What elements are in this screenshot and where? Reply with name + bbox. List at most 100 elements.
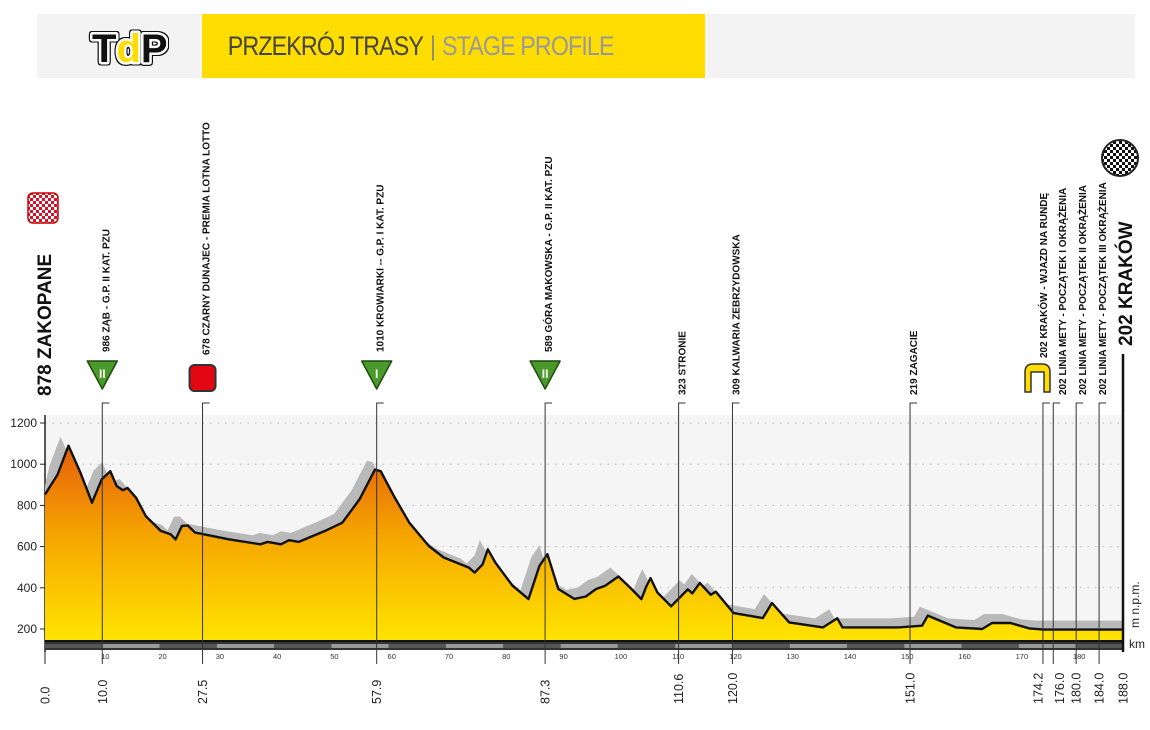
x-tick-label: 40 <box>273 652 281 661</box>
x-tick-label: 90 <box>559 652 567 661</box>
waypoint-line <box>731 402 740 652</box>
km-strip-segment <box>102 644 160 648</box>
distance-label: 10.0 <box>96 680 110 704</box>
y-axis-label: m n.p.m. <box>1128 581 1142 628</box>
y-tick-label: 800 <box>17 498 37 512</box>
distance-label: 188.0 <box>1117 673 1131 704</box>
km-strip-segment <box>216 644 275 648</box>
distance-label: 120.0 <box>726 673 740 704</box>
y-tick-label: 600 <box>17 540 37 554</box>
x-tick-label: 10 <box>101 652 109 661</box>
waypoint-marker: 678 CZARNY DUNAJEC - PREMIA LOTNA LOTTO <box>188 122 217 664</box>
x-tick-label: 20 <box>158 652 166 661</box>
km-strip-segment <box>789 644 848 648</box>
waypoint-line <box>1075 402 1084 652</box>
x-tick-label: 140 <box>844 652 857 661</box>
waypoint-label: 202 LINIA METY - POCZĄTEK III OKRĄŻENIA <box>1096 182 1109 395</box>
waypoint-line <box>376 402 384 652</box>
distance-label: 184.0 <box>1093 673 1107 704</box>
y-tick-label: 200 <box>17 622 37 636</box>
km-strip-segment <box>1018 644 1077 648</box>
x-tick-label: 180 <box>1073 652 1086 661</box>
waypoint-line <box>678 402 686 652</box>
waypoint-label: 589 GÓRA MAKOWSKA - G.P. II KAT. PZU <box>542 156 555 352</box>
title-english: STAGE PROFILE <box>442 30 614 61</box>
profile-line <box>43 444 1122 631</box>
waypoint-marker: I 1010 KROWIARKI -- G.P. I KAT. PZU <box>360 185 393 664</box>
x-tick-label: 70 <box>445 652 453 661</box>
y-tick-label: 400 <box>17 581 37 595</box>
waypoint-line <box>202 402 210 652</box>
x-tick-label: 80 <box>502 652 510 661</box>
waypoint-marker: 202 LINIA METY - POCZĄTEK III OKRĄŻENIA <box>1096 182 1109 664</box>
waypoint-label: 986 ZĄB - G.P. II KAT. PZU <box>101 229 112 352</box>
distance-label: 87.3 <box>539 680 553 704</box>
waypoint-label: 202 LINIA METY - POCZĄTEK II OKRĄŻENIA <box>1076 185 1089 395</box>
finish-flag-icon <box>1101 139 1139 177</box>
km-strip-segment <box>274 644 332 648</box>
y-tick-label: 1000 <box>10 457 37 471</box>
waypoint-marker: 309 KALWARIA ZEBRZYDOWSKA <box>731 234 742 664</box>
distance-label: 174.2 <box>1031 673 1045 704</box>
x-tick-label: 30 <box>216 652 224 661</box>
km-strip-segment <box>159 644 217 648</box>
waypoint-marker: 202 KRAKÓW - WJAZD NA RUNDĘ <box>1024 192 1051 664</box>
km-strip-segment <box>961 644 1019 648</box>
y-tick-label: 1200 <box>10 416 37 430</box>
km-strip-segment <box>560 644 618 648</box>
waypoint-line <box>1042 402 1050 652</box>
svg-text:TdP: TdP <box>92 27 168 70</box>
waypoint-line <box>1052 402 1061 652</box>
title-banner: PRZEKRÓJ TRASY | STAGE PROFILE <box>202 14 705 78</box>
waypoint-marker: 219 ZAGACIE <box>909 330 920 664</box>
x-tick-label: 100 <box>615 652 628 661</box>
waypoint-label: 678 CZARNY DUNAJEC - PREMIA LOTNA LOTTO <box>202 122 213 355</box>
waypoint-marker: 202 LINIA METY - POCZĄTEK II OKRĄŻENIA <box>1075 185 1089 664</box>
distance-label: 180.0 <box>1070 673 1084 704</box>
waypoint-line <box>909 402 918 652</box>
climb-category-text: I <box>375 367 378 381</box>
climb-category-icon <box>360 360 393 390</box>
km-strip-segment <box>388 644 447 648</box>
x-tick-label: 60 <box>388 652 396 661</box>
x-tick-label: 50 <box>330 652 338 661</box>
km-strip-segment <box>331 644 389 648</box>
tdp-logo: TdP <box>88 24 171 75</box>
climb-category-text: II <box>542 367 549 381</box>
waypoint-label: 219 ZAGACIE <box>909 330 920 395</box>
waypoint-marker: II 986 ZĄB - G.P. II KAT. PZU <box>86 229 119 664</box>
waypoint-line <box>544 402 553 652</box>
distance-label: 57.9 <box>370 680 384 704</box>
distance-label: 0.0 <box>39 687 53 704</box>
x-axis-label: km <box>1129 637 1145 651</box>
waypoint-label: 323 STRONIE <box>678 331 689 395</box>
waypoint-label: 202 KRAKÓW - WJAZD NA RUNDĘ <box>1037 192 1050 358</box>
x-tick-label: 130 <box>786 652 799 661</box>
km-strip-segment <box>503 644 561 648</box>
waypoint-marker: 202 LINIA METY - POCZĄTEK I OKRĄŻENIA <box>1052 188 1069 664</box>
climb-category-icon <box>86 360 119 390</box>
sprint-icon <box>188 364 217 392</box>
lap-entry-icon <box>1024 363 1051 393</box>
title-polish: PRZEKRÓJ TRASY <box>227 30 424 61</box>
climb-category-text: II <box>99 367 106 381</box>
x-tick-label: 150 <box>901 652 914 661</box>
km-strip-segment <box>847 644 905 648</box>
km-strip-segment <box>617 644 676 648</box>
start-label: 878 ZAKOPANE <box>35 254 56 396</box>
x-tick-label: 120 <box>729 652 742 661</box>
x-tick-label: 170 <box>1016 652 1029 661</box>
title-separator: | <box>429 30 436 61</box>
x-tick-label: 160 <box>958 652 971 661</box>
profile-area <box>45 445 1122 641</box>
distance-label: 110.6 <box>672 674 686 704</box>
km-strip-segment <box>732 644 790 648</box>
waypoint-line <box>101 402 110 652</box>
climb-category-icon <box>529 360 561 390</box>
finish-label: 202 KRAKÓW <box>1115 221 1137 346</box>
km-strip-segment <box>45 644 103 648</box>
distance-label: 176.0 <box>1053 673 1067 704</box>
start-flag-icon <box>27 192 59 224</box>
waypoint-marker: 323 STRONIE <box>678 331 689 664</box>
